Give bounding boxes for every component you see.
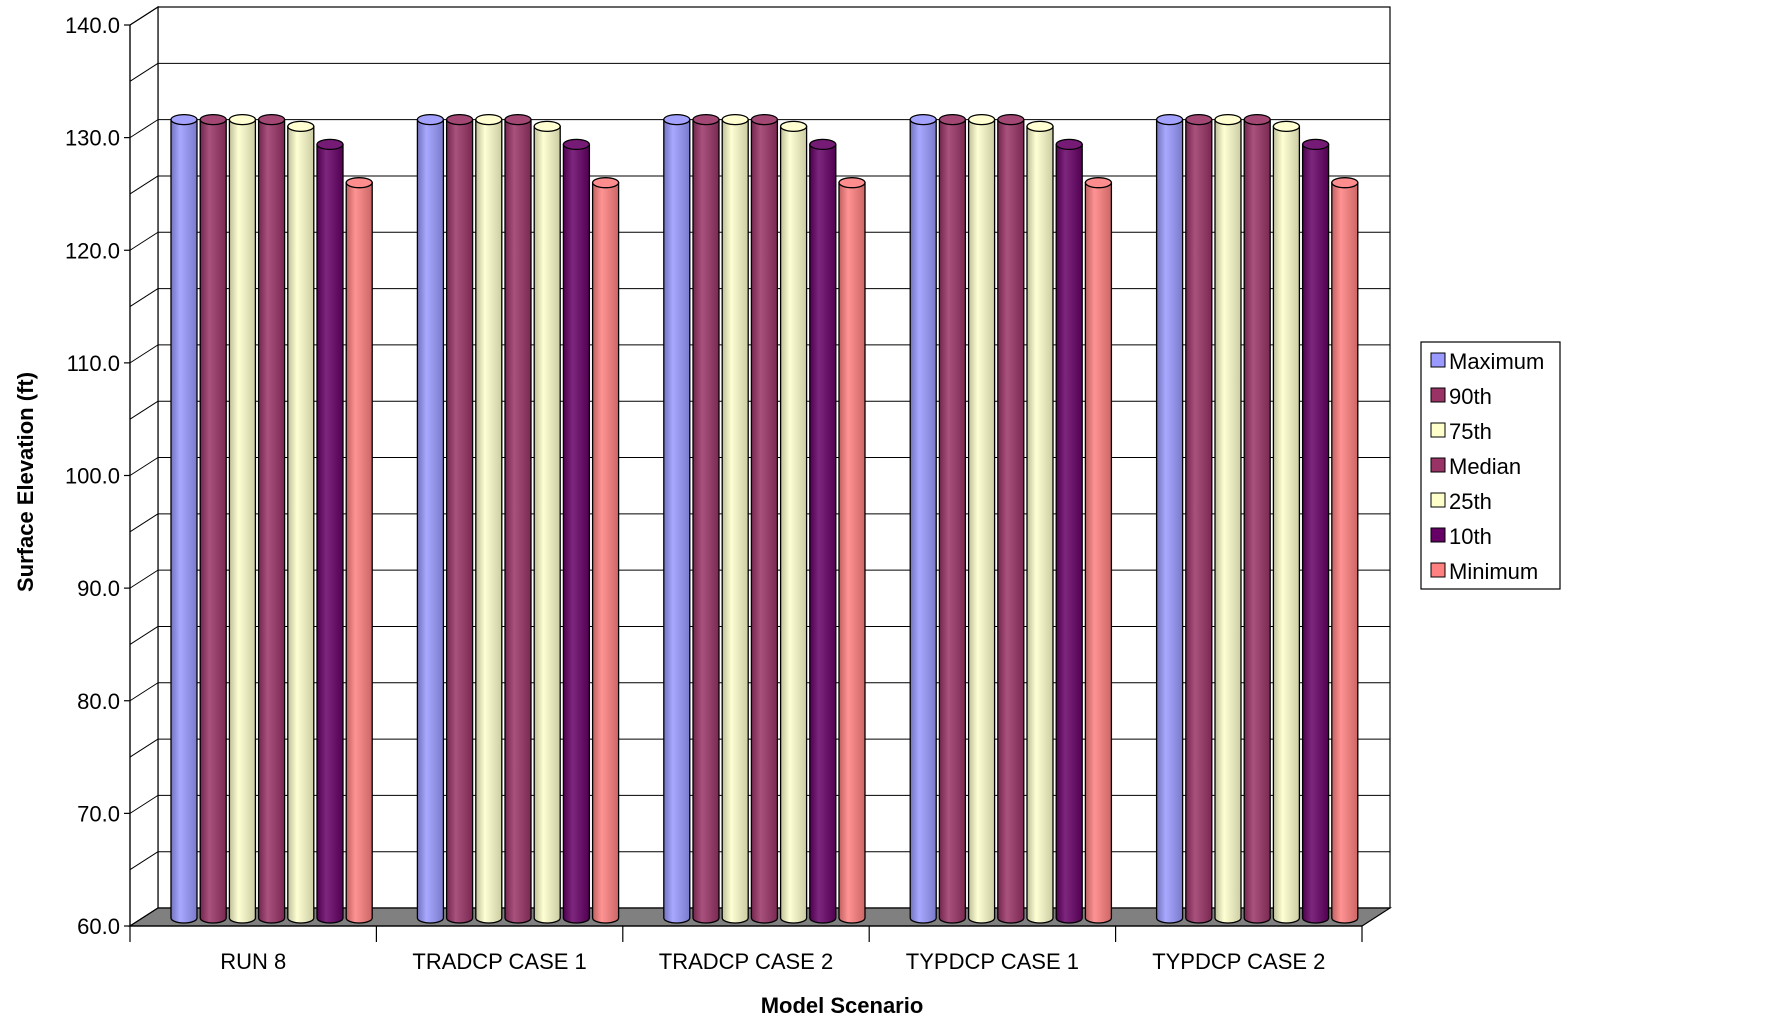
x-tick-label: RUN 8	[220, 949, 286, 974]
gridline-side	[129, 569, 159, 589]
legend-label: Maximum	[1449, 349, 1544, 374]
bar	[170, 113, 198, 924]
bar	[909, 113, 937, 924]
bar	[1272, 120, 1301, 924]
legend-swatch	[1430, 562, 1446, 578]
legend-label: 90th	[1449, 384, 1492, 409]
bar	[228, 113, 257, 924]
bar	[938, 113, 967, 924]
gridline-side	[129, 119, 159, 139]
gridline-side	[129, 738, 159, 758]
legend-swatch	[1430, 492, 1446, 508]
bar	[997, 113, 1025, 924]
y-tick-label: 140.0	[65, 13, 120, 38]
bar	[809, 138, 837, 924]
legend-swatch	[1430, 352, 1446, 368]
bar	[1243, 113, 1271, 924]
bar	[967, 113, 996, 924]
bar	[779, 120, 808, 924]
bars	[170, 113, 1359, 924]
y-axis-title: Surface Elevation (ft)	[13, 372, 38, 592]
x-tick-label: TYPDCP CASE 1	[906, 949, 1079, 974]
y-tick-label: 130.0	[65, 126, 120, 151]
y-tick-label: 90.0	[77, 576, 120, 601]
bar	[591, 177, 620, 924]
bar	[838, 177, 866, 924]
bar	[345, 177, 373, 924]
bar	[750, 113, 779, 924]
gridline-side	[129, 400, 159, 420]
bar	[1301, 138, 1330, 924]
y-tick-label: 100.0	[65, 464, 120, 489]
bar	[1185, 113, 1213, 924]
bar	[445, 113, 474, 924]
x-tick-label: TRADCP CASE 1	[412, 949, 586, 974]
x-tick-label: TRADCP CASE 2	[659, 949, 833, 974]
bar	[533, 120, 561, 924]
bar	[663, 113, 691, 924]
y-tick-label: 110.0	[67, 351, 120, 376]
axes: 60.0 70.0 80.0 90.0 100.0 110.0 120.0 130.0 140.…	[65, 13, 1363, 974]
x-tick-label: TYPDCP CASE 2	[1152, 949, 1325, 974]
bar	[721, 113, 749, 924]
bar	[1155, 113, 1184, 924]
legend-swatch	[1430, 422, 1446, 438]
gridline-side	[129, 62, 159, 82]
gridline-side	[129, 288, 159, 307]
legend-label: 25th	[1449, 489, 1492, 514]
gridline-side	[129, 513, 159, 533]
bar	[199, 113, 227, 924]
bar	[416, 113, 445, 924]
bar	[287, 120, 315, 924]
bar	[1084, 177, 1113, 924]
legend-swatch	[1430, 387, 1446, 403]
y-tick-label: 120.0	[65, 238, 120, 263]
bar	[692, 113, 720, 924]
gridline-side	[129, 794, 159, 814]
legend-label: 75th	[1449, 419, 1492, 444]
x-axis-title: Model Scenario	[761, 993, 924, 1018]
bar	[562, 138, 591, 924]
legend-swatch	[1430, 457, 1446, 473]
legend-label: Median	[1449, 454, 1521, 479]
bar	[504, 113, 532, 924]
bar	[1026, 120, 1054, 924]
bar	[257, 113, 286, 924]
bar	[1055, 138, 1083, 924]
gridline-side	[129, 6, 159, 26]
bar	[1214, 113, 1242, 924]
y-tick-label: 60.0	[77, 914, 120, 939]
bar	[1331, 177, 1359, 924]
y-tick-label: 80.0	[77, 689, 120, 714]
gridline-side	[129, 231, 159, 251]
legend-label: 10th	[1449, 524, 1492, 549]
gridline-side	[129, 344, 159, 364]
gridline-side	[129, 626, 159, 645]
y-tick-label: 70.0	[77, 801, 120, 826]
bar	[316, 138, 344, 924]
legend-swatch	[1430, 527, 1446, 543]
gridline-side	[129, 682, 159, 702]
legend: Maximum 90th 75th Median 25th 10th Minimum	[1420, 341, 1561, 590]
gridline-side	[129, 175, 159, 195]
gridline-side	[129, 457, 159, 476]
gridline-side	[129, 851, 159, 871]
legend-label: Minimum	[1449, 559, 1538, 584]
bar	[475, 113, 503, 924]
